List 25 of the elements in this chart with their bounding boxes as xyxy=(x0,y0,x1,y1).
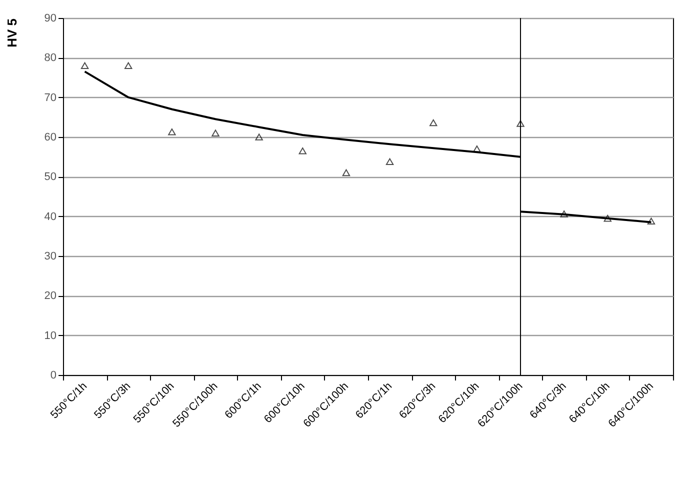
y-tick-label: 10 xyxy=(44,330,56,342)
point xyxy=(80,62,89,70)
y-tick-label: 90 xyxy=(44,12,56,24)
point xyxy=(430,119,438,126)
point xyxy=(342,169,350,176)
point xyxy=(604,214,612,222)
y-tick-label: 60 xyxy=(44,132,56,144)
point xyxy=(473,145,481,152)
y-tick-label: 80 xyxy=(44,52,56,64)
y-tick-label: 0 xyxy=(50,370,56,382)
y-tick-label: 50 xyxy=(44,171,56,184)
point xyxy=(212,130,220,136)
point xyxy=(386,158,394,165)
point xyxy=(516,120,524,127)
y-tick-label: 40 xyxy=(44,210,56,223)
point xyxy=(168,128,176,136)
point xyxy=(647,218,656,224)
y-axis-title: HV 5 xyxy=(4,18,20,48)
point xyxy=(298,147,306,154)
y-tick-label: 20 xyxy=(44,290,56,302)
y-tick-label: 30 xyxy=(44,250,56,262)
point xyxy=(560,210,568,218)
point xyxy=(124,62,132,70)
y-tick-label: 70 xyxy=(44,92,56,104)
point xyxy=(255,134,263,140)
